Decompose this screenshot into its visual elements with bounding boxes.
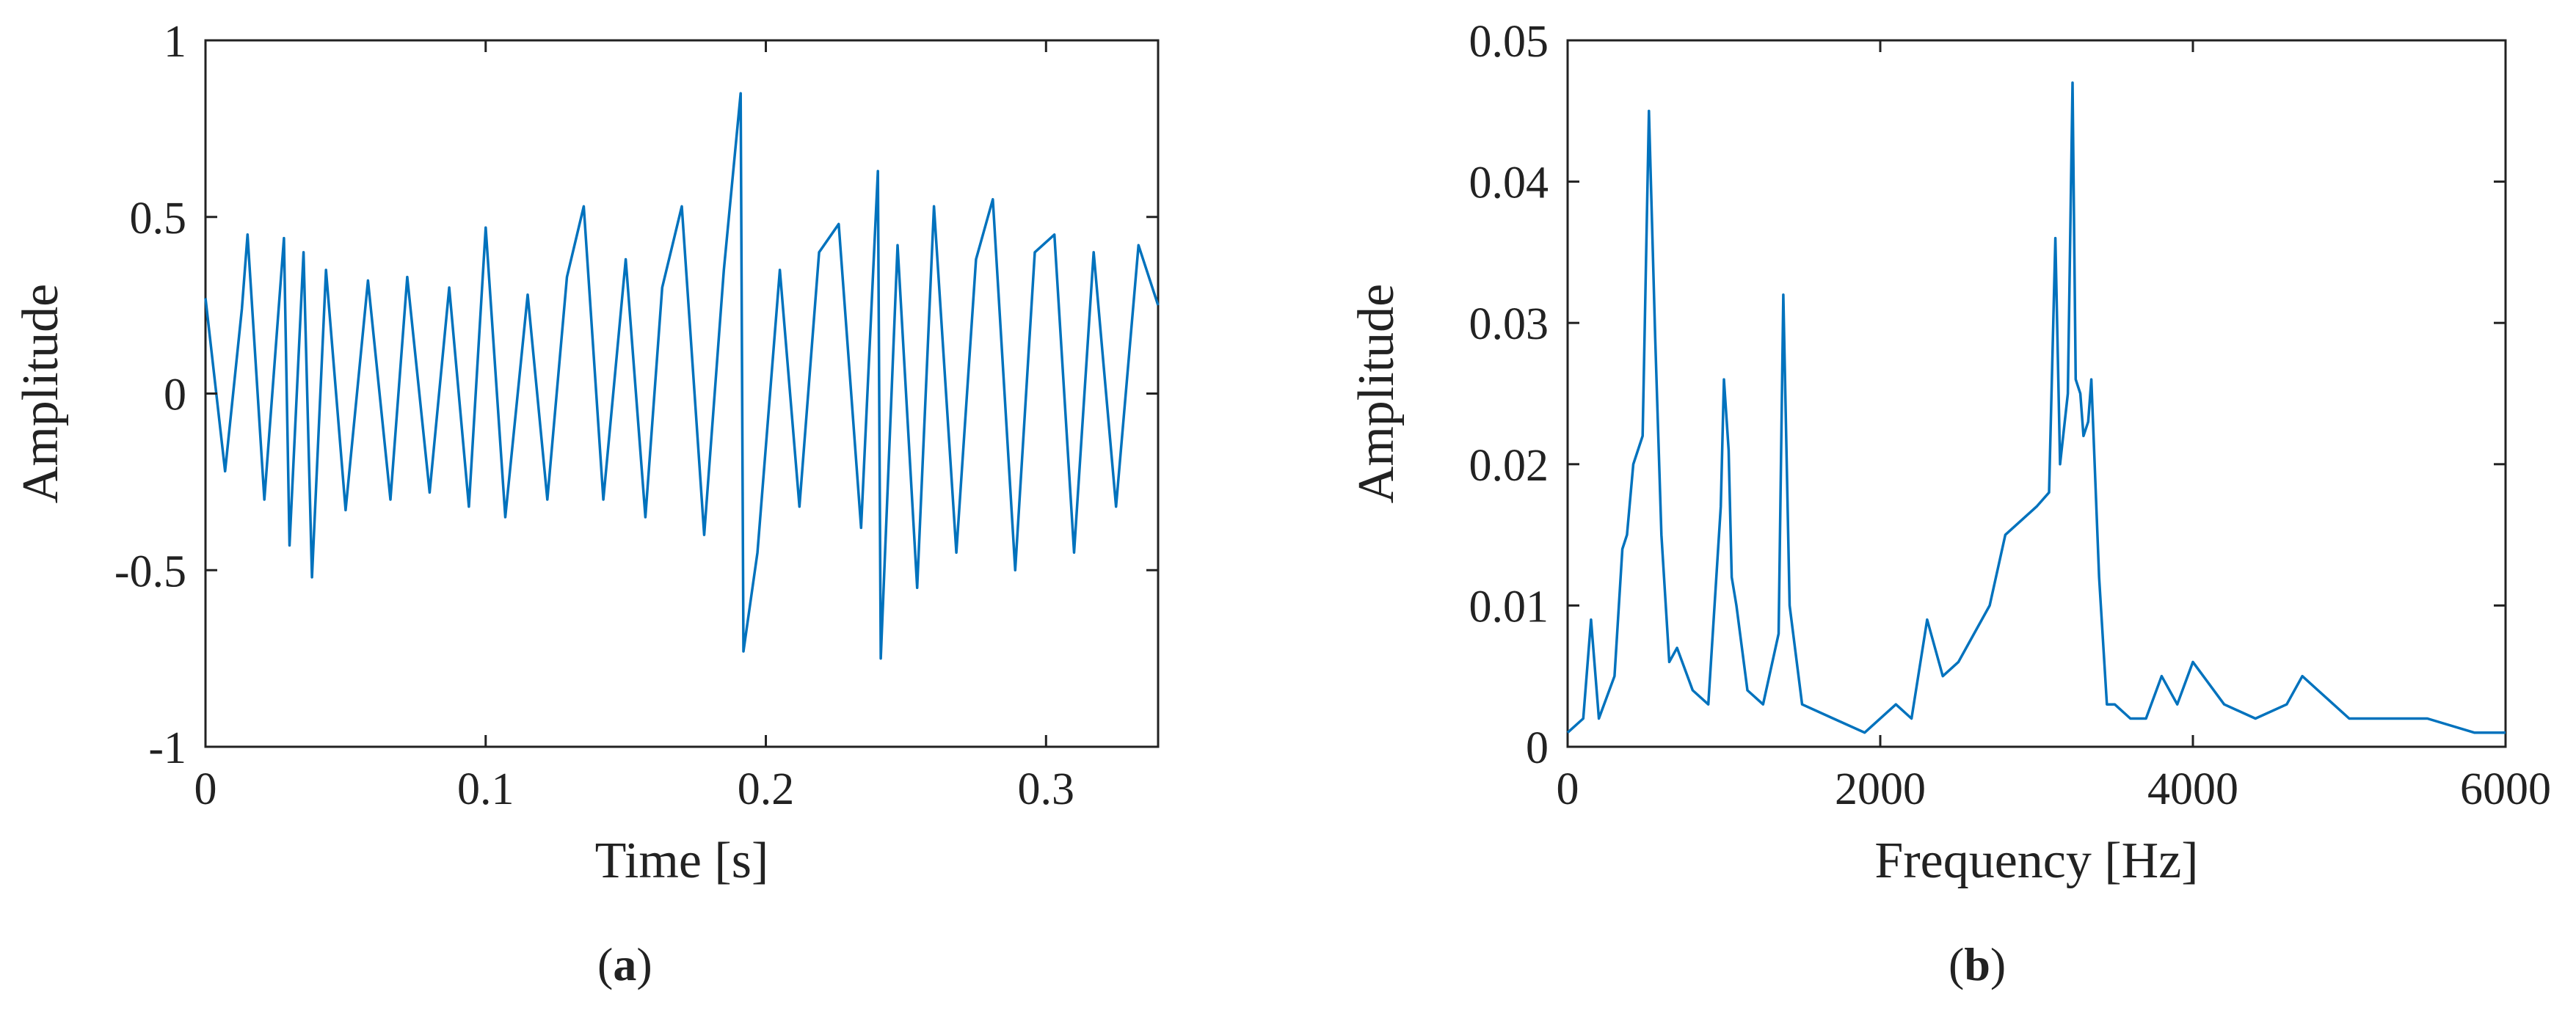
x-axis-label: Frequency [Hz] <box>1874 833 2198 889</box>
y-tick-label: -1 <box>148 723 186 773</box>
plot-frame <box>1566 39 2507 748</box>
y-tick-label: 0.04 <box>1469 158 1549 208</box>
x-tick-label: 6000 <box>2460 764 2551 814</box>
x-tick-label: 2000 <box>1835 764 1926 814</box>
panel-a-letter: a <box>613 938 637 990</box>
x-tick-label: 0.2 <box>738 764 795 814</box>
plot-frame <box>204 39 1160 748</box>
panel-a-caption: (a) <box>597 938 652 990</box>
time-domain-chart: 0 0.1 0.2 0.3 1 0.5 0 -0.5 -1 Time [s] Amplitude <box>12 17 1160 889</box>
panel-b-letter: b <box>1964 938 1990 990</box>
y-tick-label: 0.5 <box>130 194 187 244</box>
signal-series-line <box>204 92 1160 660</box>
y-axis-label: Amplitude <box>1348 284 1405 503</box>
y-tick-label: 0 <box>1526 723 1549 773</box>
panel-a: 0 0.1 0.2 0.3 1 0.5 0 -0.5 -1 Time [s] Amplitude (… <box>0 0 1288 1012</box>
y-axis-label: Amplitude <box>12 284 69 503</box>
y-tick-label: 1 <box>164 17 186 67</box>
y-tick-label: 0.01 <box>1469 582 1549 632</box>
x-tick-label: 4000 <box>2147 764 2238 814</box>
x-tick-label: 0 <box>194 764 217 814</box>
y-tick-label: 0.02 <box>1469 441 1549 491</box>
signal-series-line <box>1566 81 2506 734</box>
x-tick-label: 0 <box>1557 764 1579 814</box>
y-tick-label: 0 <box>164 370 186 420</box>
frequency-spectrum-chart: 0 2000 4000 6000 0.05 0.04 0.03 0.02 0.01 0 Freque… <box>1348 17 2551 889</box>
x-tick-label: 0.3 <box>1018 764 1075 814</box>
panel-b: 0 2000 4000 6000 0.05 0.04 0.03 0.02 0.01 0 Freque… <box>1288 0 2576 1012</box>
panel-b-caption: (b) <box>1949 938 2006 990</box>
y-tick-label: 0.05 <box>1469 17 1549 67</box>
x-tick-label: 0.1 <box>457 764 514 814</box>
y-tick-label: -0.5 <box>114 547 186 596</box>
x-axis-label: Time [s] <box>595 833 769 889</box>
y-tick-label: 0.03 <box>1469 299 1549 349</box>
